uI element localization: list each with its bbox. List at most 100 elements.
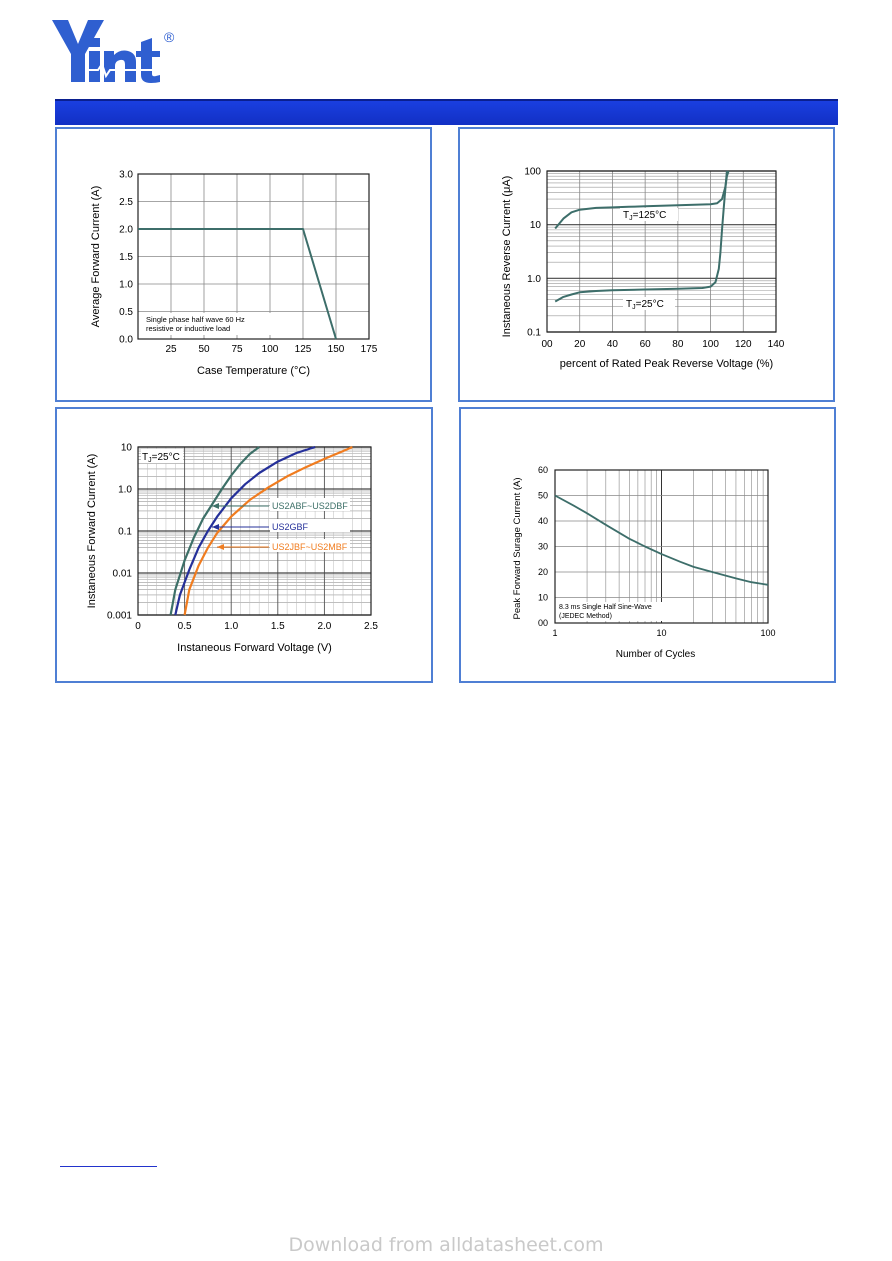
- plot-frame: [554, 469, 769, 624]
- y-tick-label: 1.0: [118, 485, 132, 496]
- legend-label-bg: [270, 519, 350, 532]
- curve-us2gbf: [174, 445, 316, 616]
- x-tick-label: 1: [552, 628, 557, 638]
- x-tick-label: 1.5: [271, 621, 285, 632]
- y-tick-label: 50: [538, 491, 548, 501]
- chart-panel-forward-current: 0 0.5 1.0 1.5 2.0 2.5 0.001 0.01 0.1 1.0 10 TJ=25°C…: [55, 407, 433, 683]
- reverse-curve-tj25: [554, 170, 728, 303]
- y-tick-label: 0.001: [107, 611, 132, 622]
- y-tick-label: 100: [524, 167, 541, 178]
- x-tick-label: 100: [262, 344, 279, 355]
- footer-link[interactable]: [60, 1166, 157, 1167]
- plot-frame: [137, 173, 370, 340]
- legend-label: US2ABF~US2DBF: [272, 501, 348, 511]
- y-tick-label: 2.0: [119, 225, 133, 236]
- x-tick-label: 10: [656, 628, 666, 638]
- x-tick-label: 150: [328, 344, 345, 355]
- x-tick-label: 100: [760, 628, 775, 638]
- legend-arrow: [212, 524, 219, 530]
- chart-panel-reverse-current: 00 20 40 60 80 100 120 140 0.1 1.0 10 100 TJ=125°C TJ…: [458, 127, 835, 402]
- annotation-text: resistive or inductive load: [146, 324, 230, 333]
- y-tick-label: 10: [538, 593, 548, 603]
- curve-us2abf-us2dbf: [169, 446, 260, 616]
- y-tick-label: 1.5: [119, 252, 133, 263]
- y-tick-label: 0.0: [119, 335, 133, 346]
- y-tick-label: 10: [121, 443, 133, 454]
- y-axis-label: Instaneous Reverse Current (μA): [501, 176, 513, 338]
- annotation-text: Single phase half wave 60 Hz: [146, 315, 245, 324]
- x-tick-label: 50: [198, 344, 210, 355]
- x-tick-label: 40: [607, 339, 619, 350]
- x-tick-label: 100: [702, 339, 719, 350]
- y-tick-label: 3.0: [119, 170, 133, 181]
- x-tick-label: 0: [135, 621, 141, 632]
- y-tick-label: 30: [538, 542, 548, 552]
- temperature-annotation: TJ=25°C: [142, 452, 180, 464]
- x-axis-label: Number of Cycles: [616, 649, 695, 660]
- x-tick-label: 175: [361, 344, 378, 355]
- series-label-bg: [620, 208, 678, 221]
- x-tick-label: 120: [735, 339, 752, 350]
- reverse-curve-tj125: [554, 170, 730, 230]
- x-tick-label: 80: [672, 339, 684, 350]
- x-tick-label: 75: [231, 344, 243, 355]
- watermark: Download from alldatasheet.com: [288, 1234, 604, 1256]
- annotation-text: 8.3 ms Single Half Sine-Wave: [559, 604, 652, 611]
- y-tick-label: 1.0: [119, 280, 133, 291]
- y-tick-label: 1.0: [527, 274, 541, 285]
- y-tick-label: 0.5: [119, 307, 133, 318]
- x-tick-label: 0.5: [178, 621, 192, 632]
- plot-frame: [546, 170, 777, 333]
- legend-label: US2JBF~US2MBF: [272, 542, 348, 552]
- y-tick-label: 0.1: [527, 328, 541, 339]
- chart-panel-surge-current: 1 10 100 00 10 20 30 40 50 60 8.3 ms Single Half S…: [459, 407, 836, 683]
- forward-current-chart: 0 0.5 1.0 1.5 2.0 2.5 0.001 0.01 0.1 1.0 10 TJ=25°C…: [86, 443, 378, 655]
- legend-label-bg: [270, 539, 350, 552]
- annotation-bg: [141, 449, 183, 463]
- y-axis-label: Instaneous Forward Current (A): [86, 454, 98, 609]
- series-label-bg: [623, 297, 675, 310]
- y-tick-label: 00: [538, 618, 548, 628]
- x-tick-label: 00: [541, 339, 553, 350]
- y-tick-label: 0.01: [113, 569, 133, 580]
- chart-panel-current-derating: 25 50 75 100 125 150 175 0.0 0.5 1.0 1.5 2.0 2.5 3.0 S…: [55, 127, 432, 402]
- x-tick-label: 25: [165, 344, 177, 355]
- annotation-box: [143, 313, 279, 335]
- series-label-tj125: TJ=125°C: [623, 210, 666, 222]
- x-tick-label: 60: [640, 339, 652, 350]
- surge-curve: [554, 494, 769, 586]
- surge-current-chart: 1 10 100 00 10 20 30 40 50 60 8.3 ms Single Half S…: [512, 465, 776, 660]
- x-axis-label: Case Temperature (°C): [197, 365, 310, 377]
- annotation-box: [557, 602, 663, 621]
- legend-label-bg: [270, 498, 350, 511]
- y-tick-label: 60: [538, 465, 548, 475]
- legend-arrow: [212, 503, 219, 509]
- yint-logo: ®: [52, 20, 192, 86]
- curve-us2jbf-us2mbf: [183, 445, 353, 616]
- plot-frame: [137, 446, 372, 616]
- x-tick-label: 140: [768, 339, 785, 350]
- series-label-tj25: TJ=25°C: [626, 299, 664, 311]
- header-bar: [55, 99, 838, 125]
- annotation-text: (JEDEC Method): [559, 613, 612, 620]
- reverse-current-chart: 00 20 40 60 80 100 120 140 0.1 1.0 10 100 TJ=125°C TJ…: [501, 167, 785, 371]
- legend-label: US2GBF: [272, 522, 309, 532]
- y-axis-label: Peak Forward Surage Current (A): [512, 477, 523, 619]
- x-axis-label: Instaneous Forward Voltage (V): [177, 642, 332, 654]
- y-tick-label: 40: [538, 516, 548, 526]
- x-tick-label: 2.0: [317, 621, 331, 632]
- x-tick-label: 2.5: [364, 621, 378, 632]
- y-tick-label: 2.5: [119, 197, 133, 208]
- y-tick-label: 10: [530, 220, 542, 231]
- x-tick-label: 1.0: [224, 621, 238, 632]
- y-tick-label: 20: [538, 567, 548, 577]
- x-tick-label: 20: [574, 339, 586, 350]
- current-derating-chart: 25 50 75 100 125 150 175 0.0 0.5 1.0 1.5 2.0 2.5 3.0 S…: [90, 170, 378, 378]
- y-axis-label: Average Forward Current (A): [90, 186, 102, 328]
- derating-curve: [138, 228, 337, 340]
- legend-arrow: [217, 544, 224, 550]
- registered-mark: ®: [164, 29, 175, 45]
- x-tick-label: 125: [295, 344, 312, 355]
- y-tick-label: 0.1: [118, 527, 132, 538]
- x-axis-label: percent of Rated Peak Reverse Voltage (%…: [560, 358, 773, 370]
